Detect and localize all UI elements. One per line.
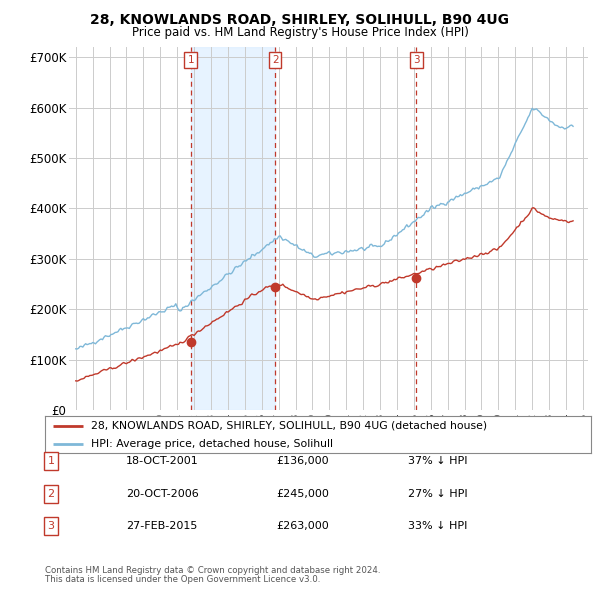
Text: 2: 2 <box>272 55 278 65</box>
Text: 28, KNOWLANDS ROAD, SHIRLEY, SOLIHULL, B90 4UG: 28, KNOWLANDS ROAD, SHIRLEY, SOLIHULL, B… <box>91 13 509 27</box>
Text: £245,000: £245,000 <box>276 489 329 499</box>
Text: 33% ↓ HPI: 33% ↓ HPI <box>408 522 467 531</box>
Text: 3: 3 <box>413 55 420 65</box>
Text: 2: 2 <box>47 489 55 499</box>
Bar <box>191 47 275 410</box>
Text: 1: 1 <box>187 55 194 65</box>
Text: 3: 3 <box>47 522 55 531</box>
Text: 20-OCT-2006: 20-OCT-2006 <box>126 489 199 499</box>
Text: Contains HM Land Registry data © Crown copyright and database right 2024.: Contains HM Land Registry data © Crown c… <box>45 566 380 575</box>
Text: £136,000: £136,000 <box>276 457 329 466</box>
Text: Price paid vs. HM Land Registry's House Price Index (HPI): Price paid vs. HM Land Registry's House … <box>131 26 469 39</box>
Text: 18-OCT-2001: 18-OCT-2001 <box>126 457 199 466</box>
Text: 1: 1 <box>47 457 55 466</box>
Text: HPI: Average price, detached house, Solihull: HPI: Average price, detached house, Soli… <box>91 440 334 450</box>
Text: 27-FEB-2015: 27-FEB-2015 <box>126 522 197 531</box>
Text: £263,000: £263,000 <box>276 522 329 531</box>
Text: This data is licensed under the Open Government Licence v3.0.: This data is licensed under the Open Gov… <box>45 575 320 584</box>
Text: 28, KNOWLANDS ROAD, SHIRLEY, SOLIHULL, B90 4UG (detached house): 28, KNOWLANDS ROAD, SHIRLEY, SOLIHULL, B… <box>91 421 488 431</box>
Text: 37% ↓ HPI: 37% ↓ HPI <box>408 457 467 466</box>
Text: 27% ↓ HPI: 27% ↓ HPI <box>408 489 467 499</box>
